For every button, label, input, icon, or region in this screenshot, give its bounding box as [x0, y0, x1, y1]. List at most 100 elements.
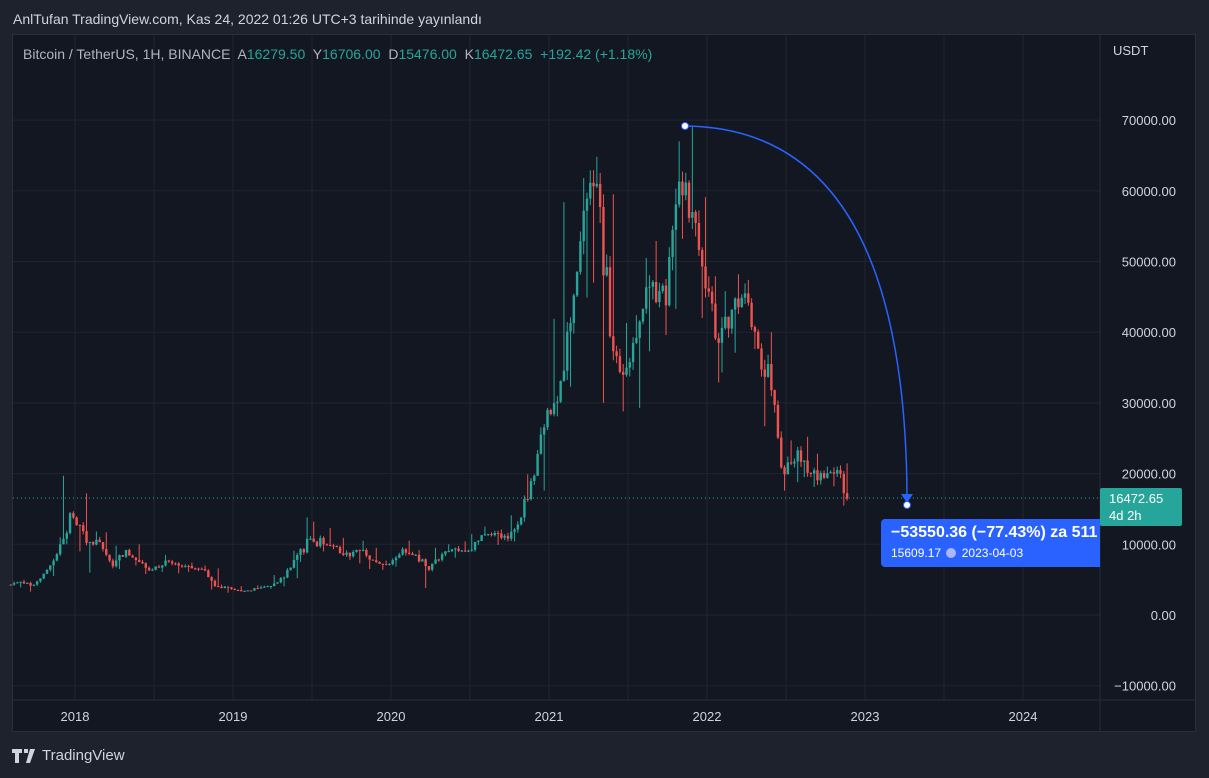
- candle-body: [49, 565, 52, 570]
- candle-body: [799, 450, 803, 462]
- measure-price: 15609.17: [891, 546, 942, 560]
- candle-body: [19, 581, 22, 583]
- candle-body: [95, 539, 98, 545]
- candle-body: [677, 181, 681, 205]
- candle-body: [539, 434, 543, 454]
- candle-body: [75, 517, 78, 526]
- candle-body: [697, 223, 701, 250]
- candle-body: [816, 470, 819, 481]
- symbol-legend: Bitcoin / TetherUS, 1H, BINANCE A16279.5…: [23, 46, 652, 62]
- candle-body: [398, 554, 401, 558]
- candle-body: [167, 560, 171, 562]
- candle-body: [52, 560, 55, 566]
- candle-body: [641, 308, 645, 322]
- candle-body: [417, 554, 421, 562]
- chart-pane[interactable]: [12, 34, 1196, 732]
- candle-body: [39, 578, 42, 582]
- candle-body: [661, 285, 664, 292]
- candle-body: [282, 577, 286, 579]
- candle-body: [664, 285, 668, 306]
- price-axis[interactable]: 70000.00 60000.00 50000.00 40000.00 30000.00…: [1114, 113, 1176, 694]
- candle-body: [111, 560, 115, 567]
- candle-body: [720, 327, 724, 343]
- candle-body: [763, 369, 766, 377]
- candle-body: [279, 577, 282, 583]
- candle-body: [724, 316, 727, 328]
- candle-body: [26, 582, 29, 584]
- candle-body: [595, 183, 599, 187]
- candle-body: [72, 513, 75, 518]
- price-tick-label: 70000.00: [1122, 113, 1176, 128]
- candle-body: [121, 555, 124, 557]
- candle-body: [628, 362, 631, 368]
- candle-body: [740, 297, 743, 308]
- candle-body: [259, 587, 263, 589]
- candle-body: [292, 559, 296, 568]
- tradingview-logo[interactable]: TradingView: [12, 747, 125, 764]
- price-tick-label: −10000.00: [1114, 679, 1176, 694]
- candle-body: [345, 552, 348, 555]
- candle-body: [681, 181, 684, 196]
- candle-body: [526, 498, 529, 500]
- candle-body: [193, 568, 197, 570]
- candle-body: [684, 182, 687, 196]
- candle-body: [473, 541, 477, 550]
- candle-body: [352, 551, 355, 557]
- low-value: 15476.00: [398, 46, 457, 62]
- candle-body: [519, 517, 523, 525]
- candle-body: [272, 583, 276, 587]
- candle-body: [240, 590, 243, 592]
- time-tick-label: 2023: [851, 709, 880, 724]
- candle-body: [496, 532, 500, 534]
- candle-body: [177, 563, 180, 566]
- measure-date: 2023-04-03: [961, 546, 1024, 560]
- measure-change: −53550.36 (−77.43%) za 511: [891, 524, 1098, 541]
- time-axis[interactable]: 2018 2019 2020 2021 2022 2023 2024: [61, 709, 1038, 724]
- candle-body: [608, 267, 612, 337]
- candle-body: [770, 363, 773, 391]
- low-label: D: [388, 46, 399, 62]
- candle-body: [407, 552, 411, 554]
- candle-body: [269, 586, 273, 588]
- candle-body: [434, 559, 437, 564]
- candle-body: [131, 555, 134, 558]
- candle-body: [388, 564, 391, 566]
- candle-body: [648, 286, 651, 288]
- close-label: K: [464, 46, 474, 62]
- symbol-name[interactable]: Bitcoin / TetherUS, 1H, BINANCE: [23, 46, 231, 62]
- candle-body: [157, 566, 161, 568]
- candle-body: [717, 338, 720, 343]
- measure-arc[interactable]: [684, 125, 908, 497]
- candle-body: [618, 356, 622, 372]
- candle-body: [200, 568, 203, 570]
- candle-body: [58, 544, 62, 555]
- price-tick-label: 0.00: [1151, 608, 1176, 623]
- candle-body: [312, 538, 315, 542]
- candle-body: [233, 588, 236, 590]
- candle-body: [65, 532, 68, 539]
- candle-body: [128, 549, 131, 556]
- bar-countdown: 4d 2h: [1109, 508, 1142, 523]
- candle-body: [730, 309, 734, 329]
- candle-body: [450, 549, 454, 552]
- candle-body: [674, 204, 678, 230]
- candle-body: [480, 535, 483, 541]
- candle-body: [147, 567, 151, 571]
- time-tick-label: 2019: [219, 709, 248, 724]
- change-value: +192.42 (+1.18%): [540, 46, 653, 62]
- candle-body: [589, 182, 592, 199]
- candle-body: [602, 207, 605, 276]
- candle-body: [98, 539, 101, 543]
- candle-body: [45, 569, 49, 574]
- candle-body: [289, 567, 292, 570]
- measure-end-handle[interactable]: [903, 501, 911, 509]
- candle-body: [296, 554, 299, 560]
- candle-body: [658, 291, 661, 303]
- candle-body: [437, 559, 441, 561]
- candle-body: [585, 198, 589, 211]
- time-tick-label: 2022: [693, 709, 722, 724]
- candle-body: [483, 534, 487, 536]
- candle-body: [704, 266, 707, 289]
- measure-start-handle[interactable]: [681, 122, 689, 130]
